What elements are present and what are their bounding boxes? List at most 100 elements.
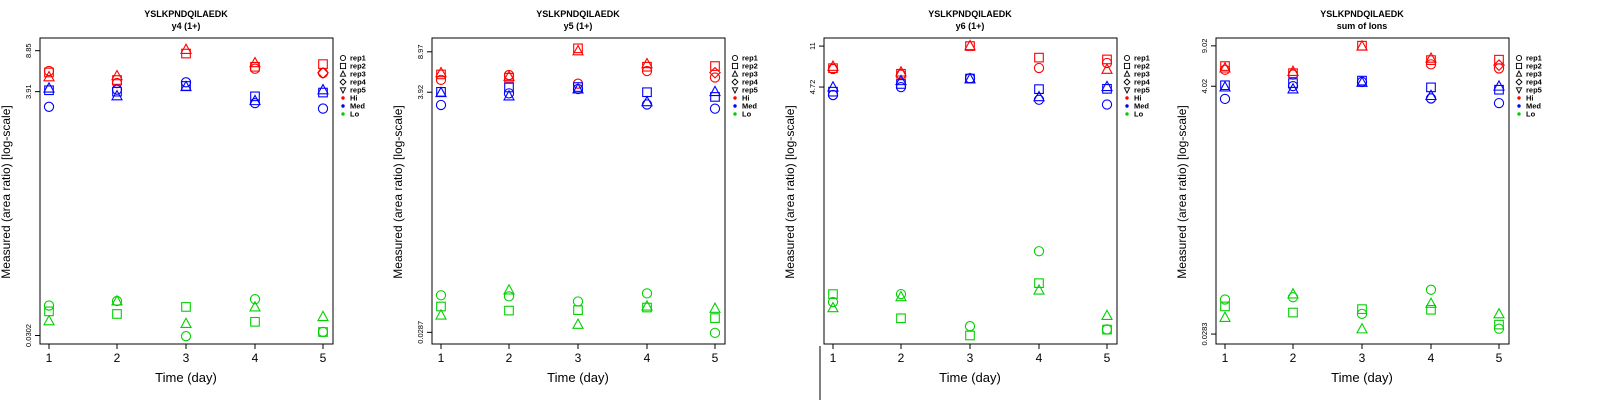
data-point [828,289,838,299]
data-point [1494,319,1504,330]
x-tick-label: 4 [1428,351,1435,365]
legend-marker [339,69,347,77]
data-point [896,79,906,89]
data-point [1357,304,1367,314]
legend-label: Hi [1526,94,1534,103]
data-point [317,103,329,114]
data-point [1034,52,1044,63]
panel-1: YSLKPNDQILAEDK y4 (1+) Time (day) Measur… [0,9,367,385]
y-axis-label: Measured (area ratio) [log-scale] [783,105,797,278]
chart-title: YSLKPNDQILAEDK [1320,9,1404,19]
x-tick-label: 4 [644,351,651,365]
data-point [249,63,261,74]
data-point [896,313,906,324]
data-point [1493,59,1505,72]
plot-frame [39,37,334,345]
data-point [709,327,721,338]
y-tick-label: 0.0283 [1200,323,1209,346]
data-point [181,48,191,59]
x-tick-label: 5 [1496,351,1503,365]
legend-dot [1125,96,1129,100]
panel-2: YSLKPNDQILAEDK y5 (1+) Time (day) Measur… [391,9,759,385]
data-point [1220,301,1230,312]
y-axis-label: Measured (area ratio) [log-scale] [1175,105,1189,278]
data-point [436,69,446,80]
legend-label: rep3 [1526,70,1542,79]
data-point [572,317,584,329]
legend-label: rep4 [1134,78,1151,87]
data-point [641,288,653,299]
y-tick-label: 8.85 [24,43,33,58]
data-point [827,89,839,101]
data-point [964,321,976,332]
data-point [1033,246,1045,257]
data-point [1287,82,1299,94]
legend-dot [341,104,345,108]
legend-label: Hi [1134,94,1142,103]
legend-dot [341,112,345,116]
legend-label: rep4 [1526,78,1543,87]
data-point [641,57,653,69]
data-point [1426,304,1436,315]
panel-4: YSLKPNDQILAEDK sum of Ions Time (day) Me… [1175,9,1543,385]
data-point [1219,61,1231,73]
x-axis-label: Time (day) [1331,370,1393,385]
data-point [1426,82,1436,93]
legend-label: rep3 [742,70,758,79]
data-point [1356,39,1368,51]
x-tick-label: 5 [320,351,327,365]
data-point [710,92,720,102]
data-point [44,85,54,96]
data-point [572,296,584,307]
data-point [43,65,55,77]
data-point [249,300,261,312]
data-point [1425,51,1437,63]
data-point [1034,84,1044,95]
data-point [111,294,123,306]
chart-subtitle: sum of Ions [1337,21,1388,31]
data-point [249,97,261,109]
x-tick-label: 2 [506,351,513,365]
data-point [503,69,515,81]
legend-label: rep2 [350,62,366,71]
legend-marker [731,62,739,70]
data-point [435,86,447,98]
data-point [181,302,191,312]
data-point [895,82,907,93]
y-tick-label: 0.0302 [24,324,33,347]
data-point [249,94,261,106]
legend-label: rep5 [1526,86,1542,95]
data-point [1101,80,1113,92]
legend-dot [733,112,737,116]
y-tick-label: 0.0287 [416,321,425,344]
legend-marker [1515,78,1523,86]
x-tick-label: 5 [712,351,719,365]
data-point [964,73,976,84]
data-point [317,310,329,322]
x-tick-label: 3 [1359,351,1366,365]
data-point [1425,59,1437,70]
x-tick-label: 3 [967,351,974,365]
data-point [1287,80,1299,92]
data-point [573,305,583,316]
data-point [1219,80,1231,92]
data-point [112,309,122,319]
x-tick-label: 3 [183,351,190,365]
data-point [112,86,122,97]
x-tick-label: 1 [438,351,445,365]
legend-label: rep3 [350,70,366,79]
data-point [1101,99,1113,110]
legend-label: rep5 [350,86,366,95]
data-point [895,290,907,302]
data-point [1493,307,1505,319]
data-point [709,85,721,97]
y-tick-label: 11 [808,42,817,50]
data-point [572,82,584,94]
legend-marker [1123,78,1131,86]
data-point [112,75,122,85]
legend-label: rep1 [1134,54,1150,63]
data-point [1494,84,1504,95]
data-point [504,305,514,316]
legend-label: rep3 [1134,70,1150,79]
legend-marker [1123,54,1131,62]
